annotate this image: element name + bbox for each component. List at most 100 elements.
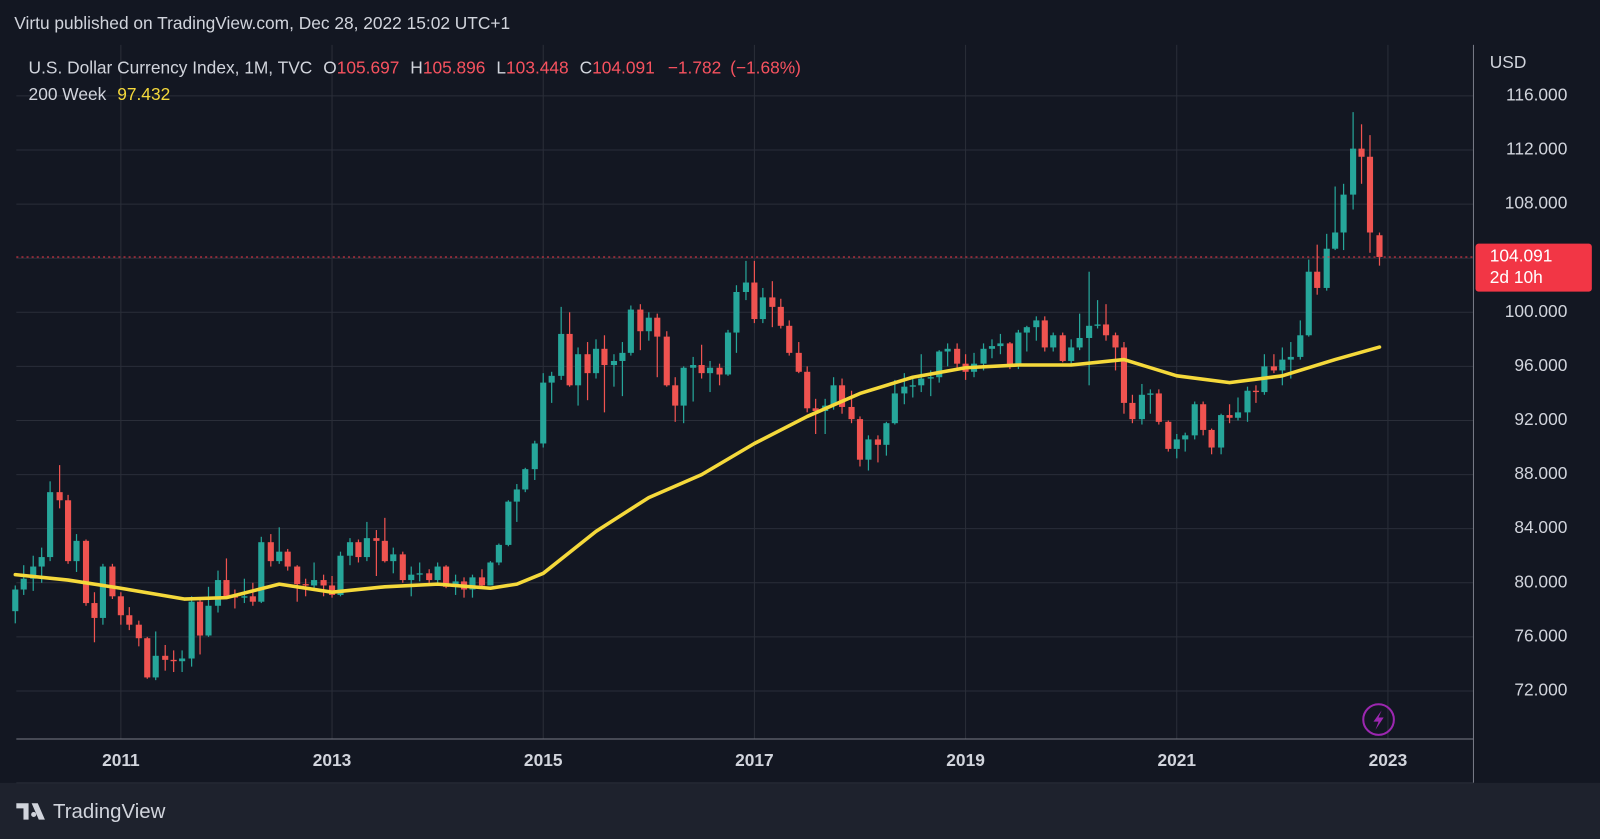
candle-body bbox=[302, 584, 309, 586]
candle-body bbox=[1120, 347, 1128, 403]
candle-body bbox=[944, 348, 951, 352]
candle-body bbox=[1147, 393, 1154, 395]
y-tick-label: 84.000 bbox=[1514, 517, 1567, 537]
candle-body bbox=[575, 354, 582, 386]
candle-body bbox=[619, 352, 626, 361]
candle-body bbox=[1006, 343, 1013, 366]
brand-logo: TradingView bbox=[16, 801, 166, 823]
candle-body bbox=[328, 585, 336, 595]
candle-body bbox=[1287, 356, 1294, 360]
candle-body bbox=[30, 566, 37, 579]
candle-body bbox=[936, 351, 943, 378]
candle-body bbox=[56, 492, 63, 501]
candle-body bbox=[91, 603, 98, 618]
candle-body bbox=[558, 333, 565, 376]
candle-body bbox=[170, 659, 177, 662]
candle-body bbox=[891, 393, 898, 424]
candle-body bbox=[856, 419, 864, 460]
candle-body bbox=[399, 554, 406, 581]
candle-body bbox=[1041, 320, 1048, 348]
x-tick-label: 2011 bbox=[102, 750, 140, 770]
candle-body bbox=[267, 542, 274, 562]
candle-body bbox=[1305, 271, 1312, 336]
candle-body bbox=[874, 439, 882, 445]
plot bbox=[12, 112, 1474, 681]
candle-body bbox=[1340, 194, 1347, 233]
candle-body bbox=[1068, 347, 1075, 361]
candle-body bbox=[531, 443, 538, 470]
y-tick-label: 108.000 bbox=[1505, 193, 1568, 213]
candle-body bbox=[1270, 366, 1277, 371]
candle-body bbox=[610, 360, 618, 366]
footer-bar bbox=[0, 782, 1600, 839]
candle-body bbox=[1165, 421, 1172, 449]
candle-body bbox=[751, 282, 758, 320]
l-label: L bbox=[496, 57, 506, 77]
currency: USD bbox=[1490, 52, 1527, 72]
change-pct: (−1.68%) bbox=[730, 57, 801, 77]
candle-body bbox=[540, 382, 547, 444]
candle-body bbox=[426, 573, 433, 581]
candle-body bbox=[1086, 325, 1093, 338]
candle-body bbox=[637, 309, 644, 332]
candle-body bbox=[1297, 335, 1304, 357]
candle-body bbox=[901, 386, 908, 394]
candle-body bbox=[1155, 393, 1162, 422]
candle-body bbox=[680, 367, 687, 406]
x-tick-label: 2013 bbox=[313, 750, 352, 770]
candle-body bbox=[214, 580, 222, 606]
candle-body bbox=[363, 538, 370, 558]
candle-body bbox=[1323, 248, 1330, 288]
candle-body bbox=[443, 566, 450, 587]
candle-body bbox=[769, 297, 776, 307]
candle-body bbox=[690, 365, 697, 368]
candle-body bbox=[1191, 404, 1198, 436]
candle-body bbox=[909, 385, 916, 387]
candle-body bbox=[1059, 335, 1066, 361]
candle-body bbox=[627, 309, 634, 353]
candle-body bbox=[416, 573, 423, 575]
candle-body bbox=[179, 658, 186, 662]
candle-body bbox=[152, 655, 159, 678]
y-tick-label: 80.000 bbox=[1514, 571, 1567, 591]
candle-body bbox=[804, 371, 811, 409]
c-value: 104.091 bbox=[592, 57, 655, 77]
candle-body bbox=[980, 348, 987, 364]
candle-body bbox=[584, 354, 591, 374]
candle-body bbox=[258, 542, 265, 602]
candle-body bbox=[1279, 359, 1286, 371]
candle-body bbox=[478, 577, 486, 586]
candle-body bbox=[1112, 335, 1119, 348]
candle-body bbox=[786, 325, 793, 353]
l-value: 103.448 bbox=[506, 57, 569, 77]
candle-body bbox=[294, 566, 301, 585]
candle-body bbox=[337, 555, 344, 595]
c-label: C bbox=[580, 57, 593, 77]
candle-body bbox=[117, 596, 124, 616]
candle-body bbox=[522, 469, 529, 490]
alert-bolt bbox=[1373, 710, 1384, 730]
candle-body bbox=[1350, 148, 1357, 195]
brand: TradingView bbox=[53, 801, 166, 823]
ma-line bbox=[13, 345, 1382, 601]
candle-body bbox=[223, 580, 230, 597]
candle-body bbox=[706, 367, 714, 374]
candle-body bbox=[548, 375, 555, 383]
last-price-label: 104.091 bbox=[1490, 246, 1553, 266]
x-tick-label: 2019 bbox=[946, 750, 985, 770]
countdown: 2d 10h bbox=[1490, 267, 1543, 287]
candle-body bbox=[1208, 429, 1215, 448]
logo-mark bbox=[16, 803, 45, 820]
candle-body bbox=[47, 492, 54, 558]
candle-body bbox=[777, 306, 784, 326]
candle-body bbox=[997, 343, 1004, 347]
candle-body bbox=[1244, 390, 1251, 413]
alert-icon[interactable] bbox=[1362, 703, 1395, 736]
candle-body bbox=[988, 346, 996, 349]
ma-value: 97.432 bbox=[117, 83, 170, 103]
publisher: Virtu published on TradingView.com, Dec … bbox=[14, 13, 510, 33]
candle-body bbox=[249, 596, 256, 602]
change: −1.782 bbox=[668, 57, 721, 77]
logo-dot bbox=[31, 811, 37, 818]
